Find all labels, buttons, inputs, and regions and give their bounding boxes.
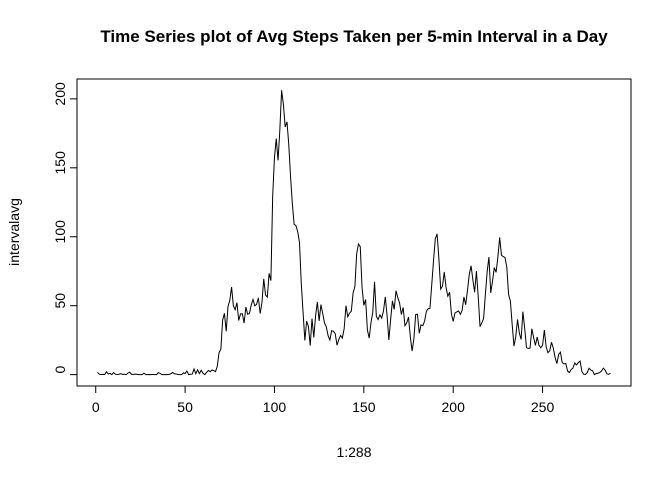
x-tick-label: 0 [92,399,100,415]
y-tick-label: 50 [52,293,68,309]
x-tick-label: 150 [352,399,376,415]
x-tick-label: 250 [531,399,555,415]
chart-title: Time Series plot of Avg Steps Taken per … [100,27,608,46]
y-tick-label: 200 [52,82,68,106]
plot-box [76,78,632,387]
y-tick-label: 150 [52,151,68,175]
x-tick-label: 100 [263,399,287,415]
x-tick-label: 50 [177,399,193,415]
y-tick-label: 0 [52,366,68,374]
y-axis-label: intervalavg [6,198,22,266]
series-line [97,90,611,376]
x-tick-label: 200 [442,399,466,415]
y-tick-label: 100 [52,220,68,244]
x-axis-label: 1:288 [336,444,371,460]
